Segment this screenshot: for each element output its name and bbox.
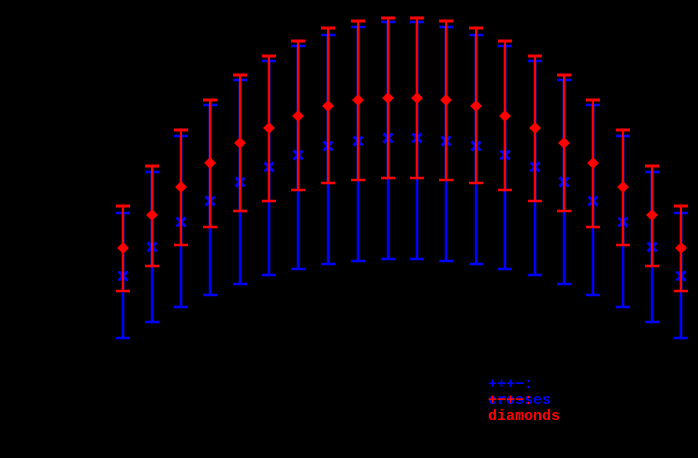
diamond-marker <box>675 242 687 254</box>
series-crosses <box>116 20 688 340</box>
legend-key-crosses: +++−: <box>488 376 534 393</box>
legend: +++−: crosses +−+−: diamonds <box>452 361 560 425</box>
diamond-marker <box>175 181 187 193</box>
diamond-marker <box>617 181 629 193</box>
diamond-marker <box>470 100 482 112</box>
diamond-marker <box>587 157 599 169</box>
legend-label-diamonds: diamonds <box>488 408 561 425</box>
legend-key-diamonds: +−+−: <box>488 392 534 409</box>
diamond-marker <box>411 92 423 104</box>
diamond-marker <box>352 94 364 106</box>
diamond-marker <box>558 137 570 149</box>
diamond-marker <box>499 110 511 122</box>
series-diamonds <box>116 16 688 293</box>
diamond-marker <box>263 122 275 134</box>
plot-area <box>116 16 688 340</box>
diamond-marker <box>292 110 304 122</box>
diamond-marker <box>146 209 158 221</box>
diamond-marker <box>234 137 246 149</box>
legend-item-diamonds: +−+−: diamonds <box>452 377 560 425</box>
diamond-marker <box>382 92 394 104</box>
diamond-marker <box>646 209 658 221</box>
diamond-marker <box>440 94 452 106</box>
diamond-marker <box>204 157 216 169</box>
diamond-marker <box>529 122 541 134</box>
diamond-marker <box>322 100 334 112</box>
legend-label-crosses: crosses <box>488 392 552 409</box>
overlap-layer <box>121 22 683 291</box>
legend-item-crosses: +++−: crosses <box>452 361 560 409</box>
diamond-marker <box>117 242 129 254</box>
